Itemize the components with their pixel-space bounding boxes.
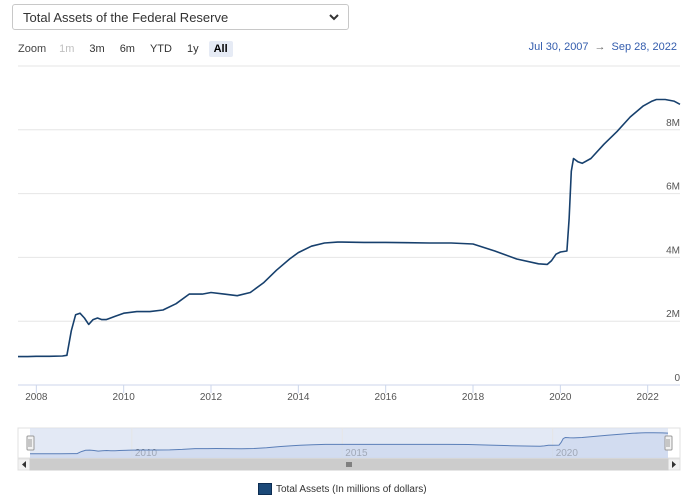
x-tick-label: 2016 [375,392,398,403]
x-tick-label: 2022 [637,392,660,403]
y-tick-label: 2M [666,309,680,320]
chart-selector-label: Total Assets of the Federal Reserve [23,10,229,25]
range-to-date[interactable]: Sep 28, 2022 [611,41,677,53]
date-range: Jul 30, 2007 → Sep 28, 2022 [529,41,677,53]
x-tick-label: 2020 [549,392,572,403]
legend-swatch [258,483,272,495]
zoom-label: Zoom [18,42,47,55]
zoom-all-button[interactable]: All [208,40,233,57]
legend[interactable]: Total Assets (In millions of dollars) [258,483,427,495]
zoom-1m-button[interactable]: 1m [59,42,75,55]
legend-label: Total Assets (In millions of dollars) [276,483,427,495]
scroll-left-arrow-icon[interactable] [22,461,26,468]
range-arrow: → [594,41,606,53]
y-tick-label: 0 [674,373,680,384]
y-tick-label: 6M [666,182,680,193]
y-tick-label: 8M [666,118,680,129]
chart-selector-dropdown[interactable]: Total Assets of the Federal Reserve [12,4,349,30]
x-tick-label: 2008 [25,392,48,403]
y-tick-label: 4M [666,245,680,256]
range-from-date[interactable]: Jul 30, 2007 [528,41,589,53]
zoom-1y-button[interactable]: 1y [186,42,199,55]
navigator-series-area [30,432,668,458]
x-tick-label: 2010 [113,392,136,403]
chevron-down-icon [329,14,339,21]
navigator-series-line [30,432,669,455]
zoom-ytd-button[interactable]: YTD [149,42,172,55]
zoom-bar: Zoom 1m 3m 6m YTD 1y All [18,40,238,57]
zoom-6m-button[interactable]: 6m [119,42,135,55]
x-tick-label: 2012 [200,392,223,403]
x-tick-label: 2018 [462,392,485,403]
series-line-total-assets[interactable] [18,98,681,358]
scroll-right-arrow-icon[interactable] [672,461,676,468]
zoom-3m-button[interactable]: 3m [89,42,105,55]
x-tick-label: 2014 [287,392,310,403]
